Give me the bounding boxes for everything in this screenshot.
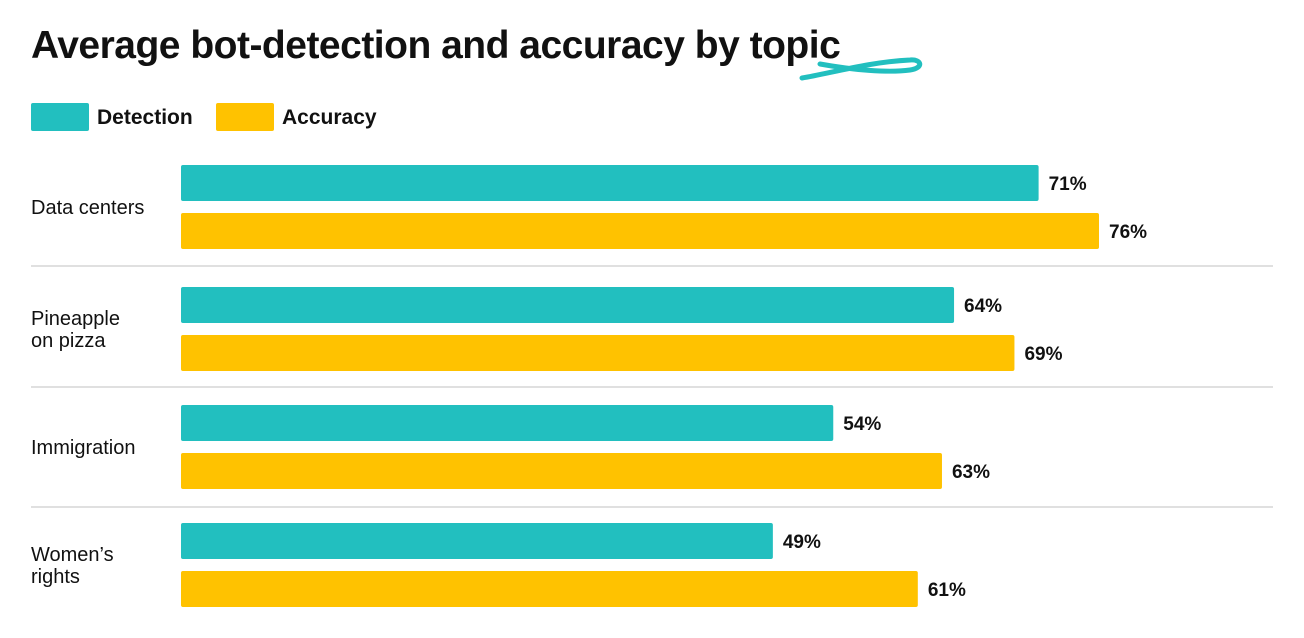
chart-title: Average bot-detection and accuracy by to…: [31, 24, 841, 68]
value-label-detection-data-centers: 71%: [1049, 174, 1087, 195]
value-label-detection-women-s-rights: 49%: [783, 532, 821, 553]
bar-detection-immigration: [181, 405, 834, 441]
legend-label-detection: Detection: [97, 106, 193, 129]
value-label-accuracy-pineapple-on-pizza: 69%: [1024, 344, 1062, 365]
category-label-women-s-rights: Women’s rights: [31, 544, 114, 588]
category-label-immigration: Immigration: [31, 437, 135, 459]
value-label-accuracy-immigration: 63%: [952, 462, 990, 483]
bar-accuracy-data-centers: [181, 213, 1099, 249]
value-label-detection-immigration: 54%: [843, 414, 881, 435]
bar-detection-pineapple-on-pizza: [181, 287, 955, 323]
value-label-accuracy-women-s-rights: 61%: [928, 580, 966, 601]
value-label-detection-pineapple-on-pizza: 64%: [964, 296, 1002, 317]
bar-accuracy-pineapple-on-pizza: [181, 335, 1015, 371]
value-label-accuracy-data-centers: 76%: [1109, 222, 1147, 243]
title-highlight-swoosh: [799, 57, 923, 81]
bar-detection-women-s-rights: [181, 523, 773, 559]
bar-accuracy-immigration: [181, 453, 942, 489]
chart-title-highlight: topic: [749, 24, 841, 67]
bar-accuracy-women-s-rights: [181, 571, 918, 607]
legend-swatch-detection: [31, 103, 89, 131]
category-label-data-centers: Data centers: [31, 197, 144, 219]
chart-title-prefix: Average bot-detection and accuracy by: [31, 24, 750, 67]
legend-swatch-accuracy: [216, 103, 274, 131]
bar-detection-data-centers: [181, 165, 1039, 201]
legend-label-accuracy: Accuracy: [282, 106, 377, 129]
category-label-pineapple-on-pizza: Pineapple on pizza: [31, 308, 120, 352]
